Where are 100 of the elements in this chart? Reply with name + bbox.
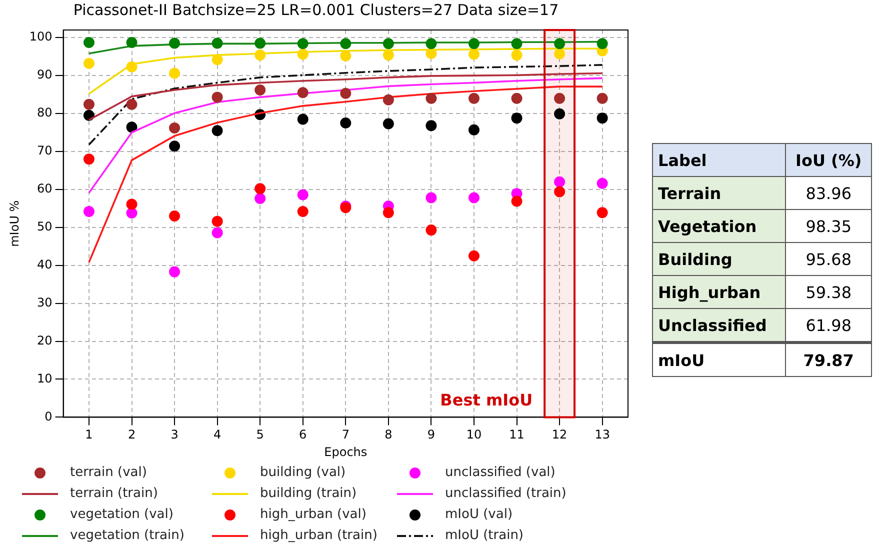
data-label: 98.35 (786, 210, 872, 242)
point (426, 120, 437, 132)
x-tick-label: 11 (509, 428, 524, 442)
point (212, 38, 223, 49)
point (340, 88, 352, 99)
point (554, 186, 566, 198)
data-label: 79.87 (786, 342, 872, 376)
point (468, 48, 480, 60)
point (297, 206, 308, 217)
text: Label (652, 144, 786, 176)
point (126, 98, 138, 110)
point (83, 154, 94, 165)
point (254, 38, 266, 49)
point (126, 198, 138, 210)
x-axis-title: Epochs (324, 444, 368, 459)
x-tick-label: 1 (85, 428, 93, 442)
point (511, 50, 522, 61)
point (511, 196, 522, 207)
point (83, 206, 94, 217)
x-tick-label: 3 (170, 428, 178, 442)
point (126, 37, 138, 48)
point (596, 38, 608, 50)
point (297, 189, 308, 200)
x-tick-label: 8 (384, 428, 392, 442)
legend-label: mIoU (train) (445, 528, 524, 543)
point (468, 38, 480, 50)
point (382, 38, 394, 50)
data-label: 61.98 (786, 308, 872, 342)
y-tick-label: 60 (37, 182, 52, 196)
point (297, 48, 308, 60)
point (468, 124, 480, 136)
point (426, 192, 437, 204)
point (297, 114, 308, 125)
y-tick-label: 50 (37, 220, 52, 234)
point (83, 37, 94, 48)
point (426, 224, 437, 236)
point (254, 50, 266, 61)
point (169, 210, 180, 222)
legend-label: vegetation (val) (70, 507, 174, 522)
data-label: 83.96 (786, 176, 872, 210)
point (340, 50, 352, 62)
x-tick-label: 13 (594, 428, 610, 442)
line-series (88, 64, 604, 146)
y-tick-label: 0 (44, 409, 52, 424)
x-tick-label: 9 (427, 428, 436, 442)
x-tick-label: 12 (552, 428, 568, 442)
point (596, 112, 608, 124)
point (126, 61, 138, 72)
point (254, 193, 266, 204)
legend-label: terrain (val) (70, 465, 147, 480)
text: IoU (%) (786, 144, 872, 176)
point (340, 118, 352, 129)
point (169, 122, 180, 134)
point (426, 48, 437, 60)
point (596, 92, 608, 104)
point (212, 54, 223, 66)
category-label: Vegetation (652, 210, 786, 242)
x-tick-label: 2 (128, 428, 136, 442)
data-label: 95.68 (786, 242, 872, 276)
y-tick-label: 10 (37, 371, 52, 386)
y-tick-label: 30 (37, 295, 52, 310)
x-tick-label: 5 (256, 428, 264, 442)
y-tick-label: 40 (37, 257, 52, 272)
point (511, 92, 522, 104)
legend-label: high_urban (val) (260, 507, 366, 522)
point (426, 38, 437, 50)
x-tick-label: 10 (466, 428, 482, 442)
y-tick-label: 20 (37, 333, 52, 348)
category-label: Building (652, 242, 786, 276)
legend-label: terrain (train) (70, 486, 158, 501)
category-label: Unclassified (652, 308, 786, 342)
legend-label: vegetation (train) (70, 528, 184, 543)
point (83, 98, 94, 110)
point (169, 140, 180, 152)
y-tick-label: 80 (37, 106, 52, 120)
point (297, 38, 308, 50)
point (382, 207, 394, 218)
point (511, 38, 522, 50)
legend-label: mIoU (val) (445, 507, 513, 522)
x-tick-label: 6 (299, 428, 307, 442)
legend-label: building (val) (260, 465, 346, 480)
point (212, 125, 223, 136)
point (212, 92, 223, 103)
point (468, 250, 480, 262)
point (554, 38, 566, 50)
point (83, 58, 94, 69)
point (468, 192, 480, 204)
legend-label: building (train) (260, 486, 357, 501)
point (468, 92, 480, 104)
point (212, 227, 223, 238)
point (426, 92, 437, 104)
point (297, 87, 308, 98)
point (169, 68, 180, 79)
y-axis-title: mIoU % (7, 200, 22, 247)
point (254, 84, 266, 96)
point (169, 266, 180, 278)
point (596, 178, 608, 189)
y-tick-label: 70 (37, 144, 52, 158)
point (340, 38, 352, 50)
x-tick-label: 7 (342, 428, 350, 442)
